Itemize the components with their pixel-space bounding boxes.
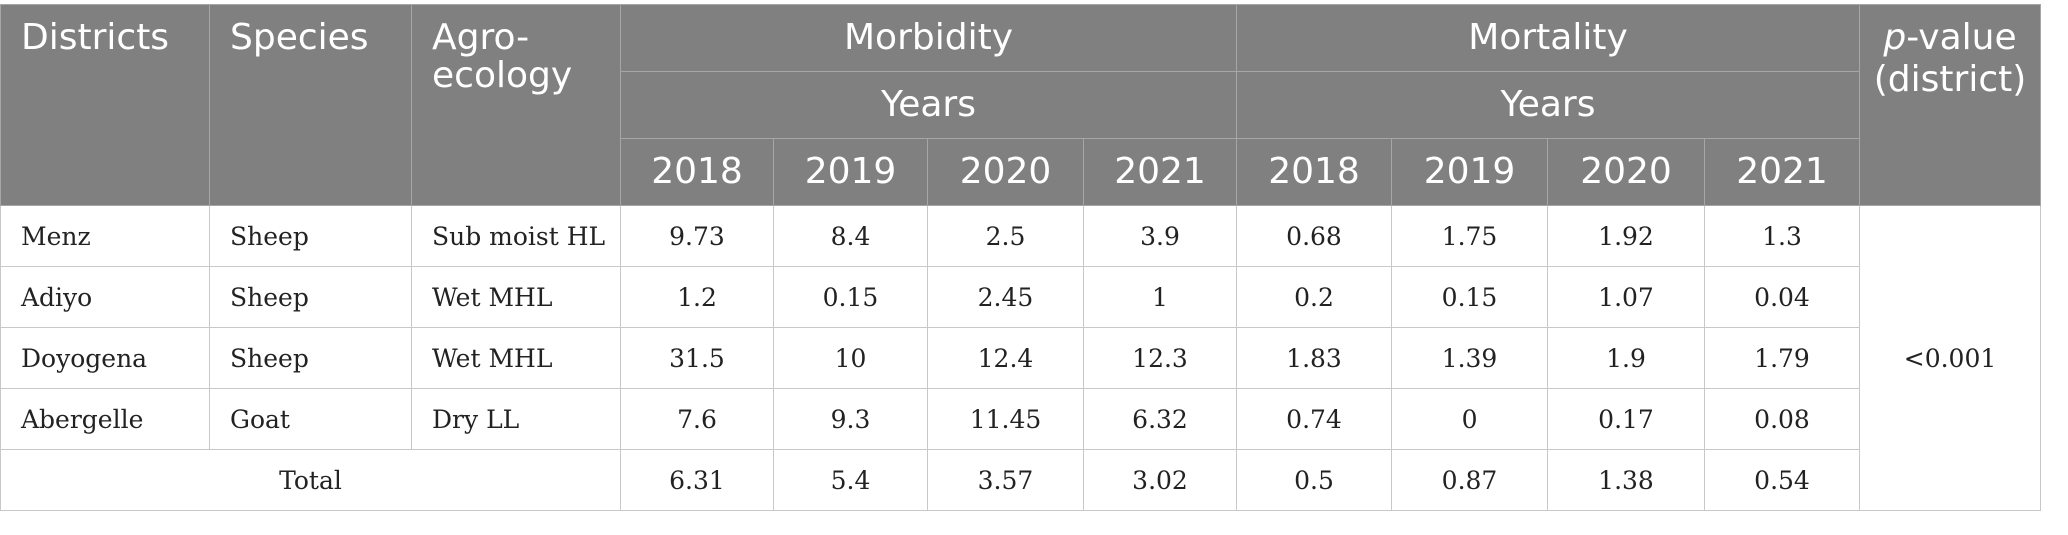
morbidity-cell: 8.4 — [773, 205, 928, 267]
mortality-cell: 1.07 — [1547, 266, 1706, 328]
mortality-cell: 0.15 — [1391, 266, 1549, 328]
mortality-cell: 0.74 — [1236, 388, 1393, 450]
morbidity-cell: 9.73 — [620, 205, 774, 267]
species-cell: Sheep — [209, 327, 412, 389]
agroecology-cell: Wet MHL — [411, 327, 621, 389]
mortality-cell: 1.75 — [1391, 205, 1549, 267]
header-mortality-year: 2020 — [1547, 138, 1706, 206]
mortality-cell: 1.83 — [1236, 327, 1393, 389]
header-mortality-year: 2018 — [1236, 138, 1393, 206]
header-districts: Districts — [0, 4, 210, 206]
header-morbidity-year: 2018 — [620, 138, 774, 206]
mortality-cell: 1.92 — [1547, 205, 1706, 267]
table-row: Abergelle Goat Dry LL 7.6 9.3 11.45 6.32… — [0, 388, 2041, 450]
header-years-mortality: Years — [1236, 71, 1861, 139]
total-morbidity-cell: 3.02 — [1082, 449, 1238, 511]
header-pvalue-rest: -value — [1906, 17, 2017, 58]
mortality-cell: 0 — [1391, 388, 1549, 450]
species-cell: Sheep — [209, 266, 412, 328]
morbidity-cell: 11.45 — [927, 388, 1084, 450]
morbidity-cell: 2.5 — [927, 205, 1084, 267]
header-morbidity-year: 2019 — [773, 138, 928, 206]
header-agro-line2: ecology — [432, 55, 573, 96]
species-cell: Sheep — [209, 205, 412, 267]
table-row: Adiyo Sheep Wet MHL 1.2 0.15 2.45 1 0.2 … — [0, 266, 2041, 328]
morbidity-cell: 2.45 — [927, 266, 1084, 328]
mortality-cell: 1.79 — [1704, 327, 1861, 389]
header-agroecology: Agro-ecology — [411, 4, 621, 206]
header-morbidity-year: 2021 — [1082, 138, 1238, 206]
morbidity-cell: 6.32 — [1082, 388, 1238, 450]
header-species: Species — [209, 4, 412, 206]
total-morbidity-cell: 6.31 — [620, 449, 774, 511]
header-mortality-year: 2019 — [1391, 138, 1549, 206]
mortality-cell: 0.68 — [1236, 205, 1393, 267]
mortality-cell: 0.04 — [1704, 266, 1861, 328]
total-mortality-cell: 0.5 — [1236, 449, 1393, 511]
total-label: Total — [0, 449, 621, 511]
morbidity-cell: 3.9 — [1082, 205, 1238, 267]
mortality-cell: 0.17 — [1547, 388, 1706, 450]
morbidity-cell: 7.6 — [620, 388, 774, 450]
mortality-cell: 1.39 — [1391, 327, 1549, 389]
header-mortality-year: 2021 — [1704, 138, 1861, 206]
morbidity-cell: 0.15 — [773, 266, 928, 328]
district-cell: Abergelle — [0, 388, 210, 450]
morbidity-cell: 12.3 — [1082, 327, 1238, 389]
header-morbidity: Morbidity — [619, 4, 1238, 72]
total-mortality-cell: 0.87 — [1391, 449, 1549, 511]
mortality-cell: 1.9 — [1547, 327, 1706, 389]
morbidity-mortality-table: Districts Species Agro-ecology Morbidity… — [0, 4, 2042, 511]
header-agro-line1: Agro- — [432, 17, 530, 58]
mortality-cell: 1.3 — [1704, 205, 1861, 267]
species-cell: Goat — [209, 388, 412, 450]
header-years-morbidity: Years — [619, 71, 1238, 139]
p-value-cell: <0.001 — [1859, 205, 2042, 511]
morbidity-cell: 31.5 — [620, 327, 774, 389]
morbidity-cell: 10 — [773, 327, 928, 389]
district-cell: Doyogena — [0, 327, 210, 389]
district-cell: Menz — [0, 205, 210, 267]
header-pvalue-district: (district) — [1873, 59, 2027, 100]
header-pvalue-p: p — [1883, 17, 1907, 58]
total-mortality-cell: 0.54 — [1704, 449, 1861, 511]
mortality-cell: 0.2 — [1236, 266, 1393, 328]
total-mortality-cell: 1.38 — [1547, 449, 1706, 511]
mortality-cell: 0.08 — [1704, 388, 1861, 450]
table-row: Menz Sheep Sub moist HL 9.73 8.4 2.5 3.9… — [0, 205, 2042, 511]
header-morbidity-year: 2020 — [927, 138, 1084, 206]
agroecology-cell: Sub moist HL — [411, 205, 621, 267]
table-row: Doyogena Sheep Wet MHL 31.5 10 12.4 12.3… — [0, 327, 2041, 389]
total-row: Total 6.31 5.4 3.57 3.02 0.5 0.87 1.38 0… — [0, 449, 2041, 511]
district-cell: Adiyo — [0, 266, 210, 328]
morbidity-cell: 1 — [1082, 266, 1238, 328]
agroecology-cell: Wet MHL — [411, 266, 621, 328]
morbidity-cell: 1.2 — [620, 266, 774, 328]
morbidity-cell: 9.3 — [773, 388, 928, 450]
agroecology-cell: Dry LL — [411, 388, 621, 450]
total-morbidity-cell: 5.4 — [773, 449, 928, 511]
total-morbidity-cell: 3.57 — [927, 449, 1084, 511]
header-pvalue: p-value (district) — [1859, 4, 2042, 206]
header-mortality: Mortality — [1236, 4, 1861, 72]
morbidity-cell: 12.4 — [927, 327, 1084, 389]
